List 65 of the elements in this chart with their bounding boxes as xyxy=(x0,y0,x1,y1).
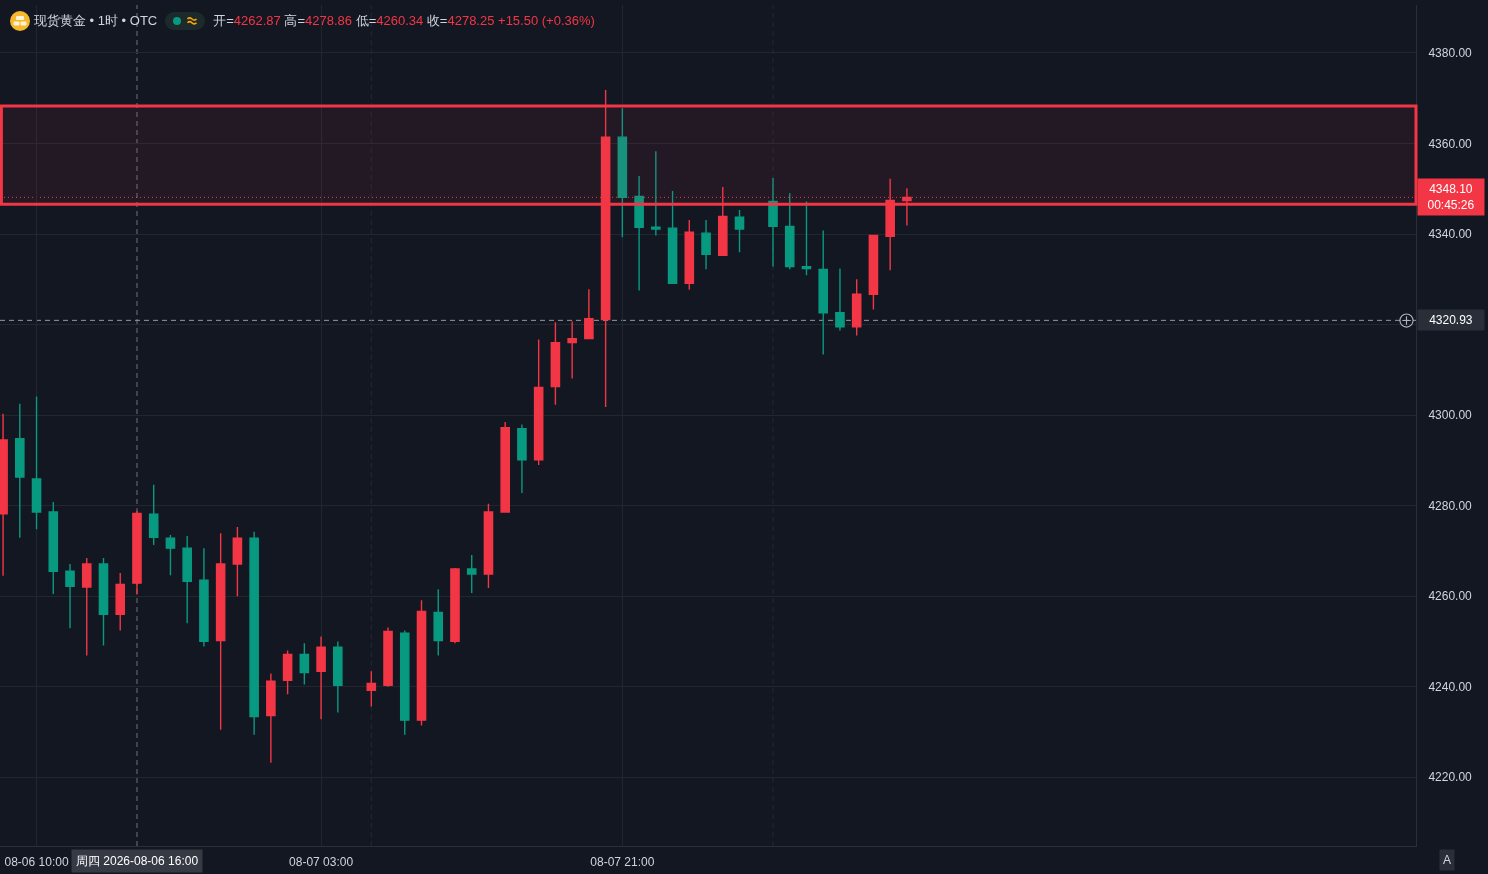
candlestick xyxy=(433,588,444,657)
candlestick xyxy=(383,626,393,688)
ref-line-label: 4320.93 xyxy=(1429,313,1473,327)
candlestick xyxy=(199,547,209,648)
ref-line-label: 4348.10 00:45:26 xyxy=(1427,182,1475,212)
candlestick xyxy=(617,107,628,238)
candlestick xyxy=(15,403,25,539)
candlestick xyxy=(132,510,142,596)
candlestick xyxy=(801,200,812,276)
candlestick xyxy=(232,526,243,597)
candlestick xyxy=(416,599,427,727)
candlestick xyxy=(768,177,778,268)
candlestick xyxy=(399,629,410,736)
y-tick-label: 4220.00 xyxy=(1428,770,1473,785)
y-tick-label: 4340.00 xyxy=(1428,227,1473,242)
candlestick xyxy=(835,267,845,332)
candlestick xyxy=(450,567,460,644)
candlestick xyxy=(851,278,862,337)
y-tick-label: 4300.00 xyxy=(1428,408,1473,423)
text: A xyxy=(1443,853,1452,867)
candlestick xyxy=(533,338,544,466)
y-tick-label: 4260.00 xyxy=(1428,589,1473,604)
candlestick xyxy=(182,535,192,624)
candlestick xyxy=(667,190,678,285)
candlestick xyxy=(517,423,527,494)
candlestick xyxy=(316,635,326,720)
candlestick xyxy=(483,503,494,589)
candlestick xyxy=(567,320,577,380)
candlestick xyxy=(584,288,594,340)
candlestick xyxy=(249,531,259,736)
candlestick xyxy=(266,672,276,764)
candlestick xyxy=(634,175,644,292)
candlestick xyxy=(734,209,745,253)
candlestick xyxy=(333,640,343,714)
y-tick-label: 4380.00 xyxy=(1428,46,1473,61)
candlestick xyxy=(98,557,109,647)
x-tick-label: 08-06 10:00 xyxy=(4,855,69,870)
candlestick xyxy=(366,670,377,708)
candlestick xyxy=(466,554,477,594)
y-tick-label: 4240.00 xyxy=(1428,679,1473,694)
candlestick xyxy=(784,192,795,271)
y-tick-label: 4280.00 xyxy=(1428,498,1473,513)
candlestick xyxy=(148,484,159,546)
candlestick xyxy=(684,219,695,291)
candlestick xyxy=(215,532,226,731)
text: 开=4262.87 高=4278.86 低=4260.34 收=4278.25 +15.50 (+0.36%) xyxy=(213,13,595,28)
ref-line-label: 周四 2026-08-06 16:00 xyxy=(76,854,199,868)
candlestick xyxy=(115,572,126,632)
candlestick xyxy=(282,649,293,696)
candlestick xyxy=(818,229,829,356)
candlestick xyxy=(165,534,176,577)
candlestick xyxy=(500,421,510,514)
y-tick-label: 4360.00 xyxy=(1428,136,1473,151)
candlestick xyxy=(868,234,879,311)
candlestick xyxy=(299,642,310,686)
text: 现货黄金 • 1时 • OTC xyxy=(34,12,158,30)
candlestick xyxy=(48,501,59,595)
candlestick xyxy=(65,563,75,629)
candlestick xyxy=(81,557,92,657)
x-tick-label: 08-07 03:00 xyxy=(289,855,354,870)
candlestick xyxy=(31,395,42,530)
candlestick xyxy=(550,321,561,406)
x-tick-label: 08-07 21:00 xyxy=(590,855,655,870)
candlestick xyxy=(701,219,711,271)
candlestick xyxy=(651,150,661,237)
